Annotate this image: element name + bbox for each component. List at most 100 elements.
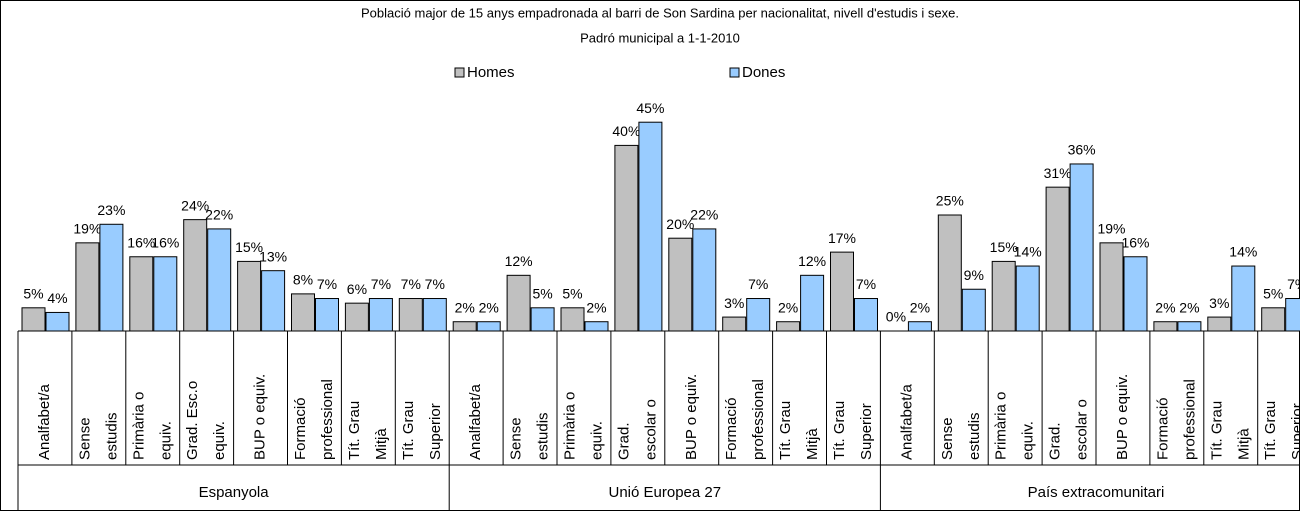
value-label: 2% — [479, 299, 499, 315]
bar — [1261, 307, 1286, 332]
category-label: Analfabet/a — [467, 383, 484, 460]
category-label-line: Sense — [939, 413, 956, 460]
category-label-line: Analfabet/a — [36, 383, 53, 460]
category-label-line: Tít. Grau — [777, 397, 794, 460]
category-label: Primària o equiv. — [993, 387, 1037, 460]
bar — [153, 256, 178, 332]
bar — [1015, 265, 1040, 332]
bar — [1231, 265, 1256, 332]
bar — [776, 321, 801, 332]
bar — [830, 251, 854, 332]
category-label-line: Tít. Grau — [1262, 397, 1279, 460]
category-label-line: Mitjà — [804, 428, 821, 460]
category-label: Tít. Grau Superior — [831, 397, 875, 460]
category-label-line: equiv. — [157, 421, 174, 460]
value-label: 17% — [828, 230, 856, 246]
bar — [907, 321, 932, 332]
value-label: 16% — [127, 234, 155, 250]
bar — [961, 288, 986, 332]
bar — [291, 293, 315, 332]
category-label: Formació professional — [723, 379, 767, 460]
bar — [746, 298, 771, 332]
value-label: 24% — [181, 197, 209, 213]
category-label-line: Primària o — [561, 387, 578, 460]
value-label: 5% — [1263, 286, 1283, 302]
value-label: 2% — [455, 299, 475, 315]
chart-title: Població major de 15 anys empadronada al… — [361, 5, 959, 20]
value-label: 3% — [1209, 295, 1229, 311]
group-label: Espanyola — [199, 484, 270, 501]
value-label: 19% — [73, 221, 101, 237]
category-label-line: Analfabet/a — [898, 383, 915, 460]
category-label-line: Sense — [76, 413, 93, 460]
bar — [21, 307, 46, 332]
value-label: 7% — [748, 276, 768, 292]
bar — [937, 214, 962, 332]
category-label: Grad. Esc.o equiv. — [184, 377, 228, 460]
category-label-line: Mitjà — [1235, 428, 1252, 460]
bar — [614, 144, 639, 332]
bar — [991, 260, 1016, 332]
category-label: Tít. Grau Superior — [400, 397, 444, 460]
bar — [45, 311, 70, 332]
bar — [506, 274, 531, 332]
value-label: 7% — [1287, 276, 1300, 292]
value-label: 31% — [1044, 165, 1072, 181]
value-label: 14% — [1229, 244, 1257, 260]
category-label-line: Grad. — [1047, 418, 1064, 460]
category-label: Primària o equiv. — [561, 387, 605, 460]
bar — [422, 298, 447, 332]
value-label: 22% — [690, 207, 718, 223]
category-label: Grad. escolar o — [1047, 399, 1091, 460]
category-label-line: Superior — [1289, 403, 1300, 460]
value-label: 2% — [778, 299, 798, 315]
value-label: 14% — [1014, 244, 1042, 260]
bar — [1153, 321, 1178, 332]
category-label-line: Grad. — [615, 418, 632, 460]
value-label: 19% — [1097, 221, 1125, 237]
category-label-line: Superior — [427, 403, 444, 460]
category-label-line: Formació — [1154, 393, 1171, 460]
value-label: 7% — [401, 276, 421, 292]
category-label: BUP o equiv. — [683, 374, 700, 460]
category-label: Formació professional — [1154, 379, 1198, 460]
bar — [99, 223, 124, 332]
bar — [1207, 316, 1232, 332]
bar — [75, 242, 100, 332]
category-label-line: equiv. — [211, 421, 228, 460]
value-label: 7% — [371, 276, 391, 292]
category-label-line: BUP o equiv. — [1114, 374, 1131, 460]
category-label: Analfabet/a — [36, 383, 53, 460]
bar — [638, 121, 663, 332]
category-label-line: Formació — [723, 393, 740, 460]
legend-label: Homes — [467, 64, 515, 81]
category-label-line: estudis — [103, 412, 120, 460]
bar — [1045, 186, 1070, 332]
value-label: 16% — [1121, 234, 1149, 250]
category-label: Tít. Grau Mitjà — [1208, 397, 1252, 460]
bar — [315, 298, 339, 332]
bar — [1123, 256, 1148, 332]
bar — [452, 321, 477, 332]
group-label: Unió Europea 27 — [609, 484, 722, 501]
category-label-line: equiv. — [588, 421, 605, 460]
category-label: BUP o equiv. — [1114, 374, 1131, 460]
category-label-line: Primària o — [993, 387, 1010, 460]
bar — [1285, 298, 1300, 332]
bar — [398, 298, 423, 332]
category-label-line: escolar o — [1074, 399, 1091, 460]
bar — [207, 228, 232, 332]
category-label-line: Analfabet/a — [467, 383, 484, 460]
value-label: 5% — [23, 286, 43, 302]
value-label: 2% — [1179, 299, 1199, 315]
bar — [800, 274, 825, 332]
category-label-line: professional — [319, 379, 336, 460]
category-label-line: Superior — [858, 403, 875, 460]
value-label: 23% — [97, 202, 125, 218]
category-label: Sense estudis — [76, 412, 120, 460]
value-label: 7% — [856, 276, 876, 292]
legend-swatch — [729, 67, 740, 78]
category-label: BUP o equiv. — [252, 374, 269, 460]
value-label: 7% — [425, 276, 445, 292]
